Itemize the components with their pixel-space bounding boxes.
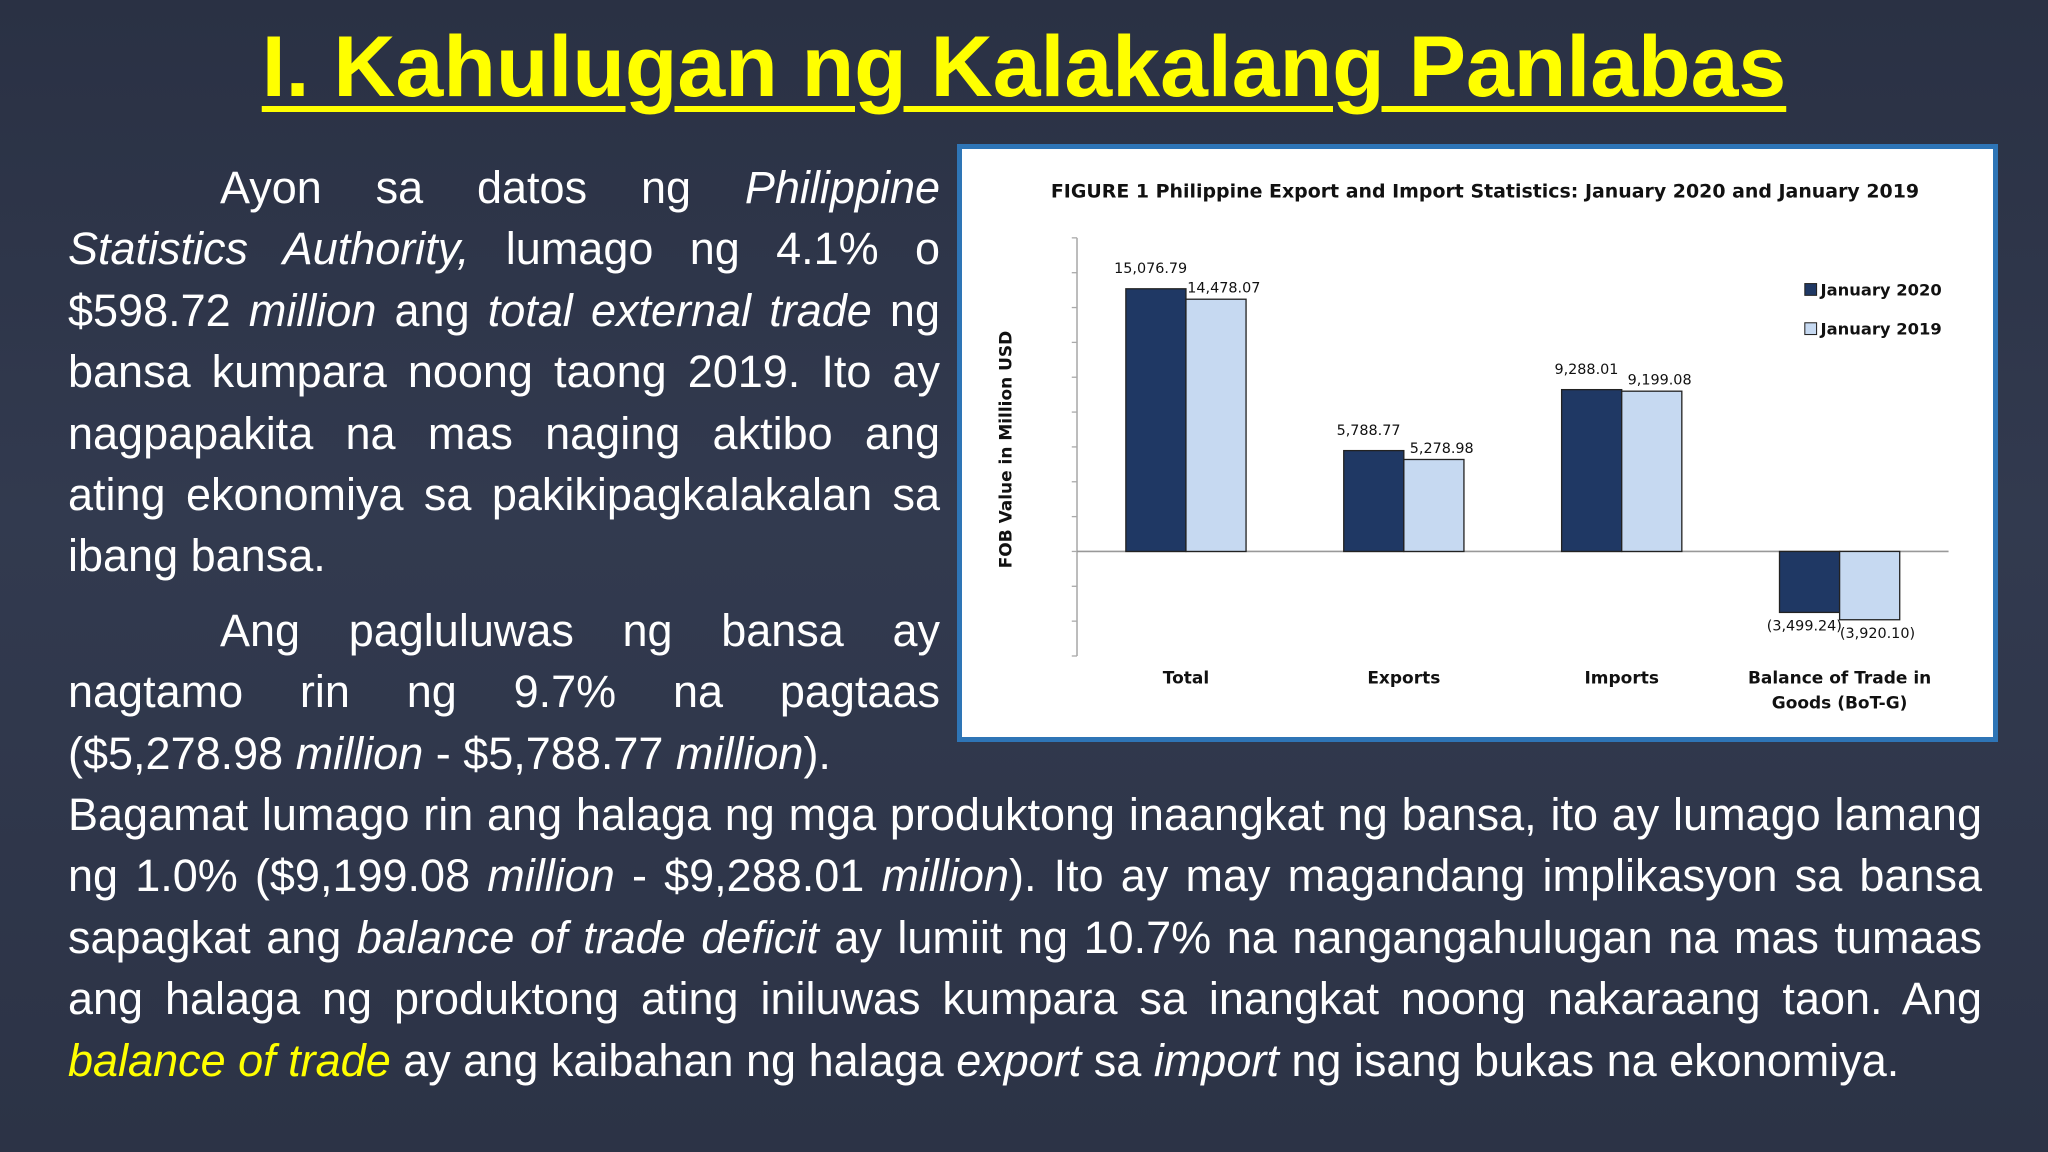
text-run: lumago ng 4.1% o $598.72 <box>68 223 941 336</box>
left-column: Ayon sa datos ng Philippine Statistics A… <box>68 157 940 784</box>
chart-frame: FIGURE 1 Philippine Export and Import St… <box>957 144 1998 742</box>
bar <box>1838 550 1901 621</box>
text-run: ng isang bukas na ekonomiya. <box>1278 1034 1900 1086</box>
text-run: import <box>1153 1034 1279 1086</box>
bar <box>1125 288 1187 553</box>
x-tick-label: Total <box>1162 669 1210 689</box>
value-label: 14,478.07 <box>1187 281 1260 297</box>
text-run: Ayon sa datos ng <box>220 162 745 213</box>
x-label-box: Balance of Trade in Goods (BoT-G) <box>1747 669 1932 714</box>
text-run: export <box>956 1034 1082 1086</box>
chart: FIGURE 1 Philippine Export and Import St… <box>997 180 1949 714</box>
text-run: million <box>248 284 377 336</box>
text-run: ay ang kaibahan ng halaga <box>390 1034 957 1086</box>
value-label: 5,788.77 <box>1337 423 1401 439</box>
x-tick-label: Imports <box>1584 669 1659 689</box>
text-run: ay lumiit ng 10.7% na nangangahulugan na… <box>68 911 1982 1025</box>
legend-label: January 2020 <box>1820 280 1942 299</box>
top-row: Ayon sa datos ng Philippine Statistics A… <box>68 144 1998 784</box>
text-run: Ang pagluluwas ng bansa ay nagtamo rin n… <box>68 604 940 779</box>
text-run: million <box>675 727 804 779</box>
text-run: Bagamat lumago rin ang halaga ng mga pro… <box>68 789 1982 902</box>
x-label-box: Total <box>1162 669 1210 689</box>
value-label: (3,920.10) <box>1840 626 1915 642</box>
bar <box>1403 458 1465 553</box>
bar <box>1621 390 1683 553</box>
text-run: million <box>295 727 424 779</box>
value-label: 5,278.98 <box>1410 441 1474 457</box>
y-axis-label: FOB Value in Million USD <box>997 331 1017 569</box>
bar <box>1343 449 1405 553</box>
bar <box>1560 388 1623 553</box>
paragraph: Ayon sa datos ng Philippine Statistics A… <box>68 157 940 587</box>
bar <box>1185 298 1247 553</box>
slide-title: I. Kahulugan ng Kalakalang Panlabas <box>261 19 1787 115</box>
legend-swatch <box>1804 283 1818 296</box>
legend-label: January 2019 <box>1820 320 1942 339</box>
value-label: 9,288.01 <box>1554 362 1618 378</box>
text-run: total external trade <box>487 284 872 336</box>
value-label: 9,199.08 <box>1628 373 1692 389</box>
paragraph: Bagamat lumago rin ang halaga ng mga pro… <box>68 784 1982 1091</box>
text-run: balance of trade deficit <box>356 911 819 963</box>
x-tick-label: Exports <box>1367 669 1441 689</box>
text-run: million <box>487 850 615 902</box>
text-run: ). <box>803 727 831 779</box>
text-run: ng bansa kumpara noong taong 2019. Ito a… <box>68 284 940 582</box>
content: Ayon sa datos ng Philippine Statistics A… <box>68 144 1998 1091</box>
paragraph: Ang pagluluwas ng bansa ay nagtamo rin n… <box>68 600 940 784</box>
text-run: - $5,788.77 <box>423 727 676 779</box>
value-label: (3,499.24) <box>1767 619 1842 635</box>
chart-title: FIGURE 1 Philippine Export and Import St… <box>1051 180 1919 202</box>
text-run: - $9,288.01 <box>614 850 882 902</box>
x-tick-label: Balance of Trade in Goods (BoT-G) <box>1747 669 1932 714</box>
text-run: ). Ito ay may magandang implikasyon sa b… <box>68 850 1983 963</box>
x-label-box: Imports <box>1584 669 1659 689</box>
legend-swatch <box>1804 322 1818 336</box>
bar <box>1778 550 1841 614</box>
text-run: Philippine Statistics Authority, <box>68 162 940 275</box>
text-run: sa <box>1081 1034 1154 1086</box>
text-run: million <box>881 850 1009 902</box>
x-label-box: Exports <box>1367 669 1441 689</box>
text-run: ang <box>376 284 488 336</box>
value-label: 15,076.79 <box>1114 261 1187 277</box>
text-run: balance of trade <box>68 1034 391 1086</box>
